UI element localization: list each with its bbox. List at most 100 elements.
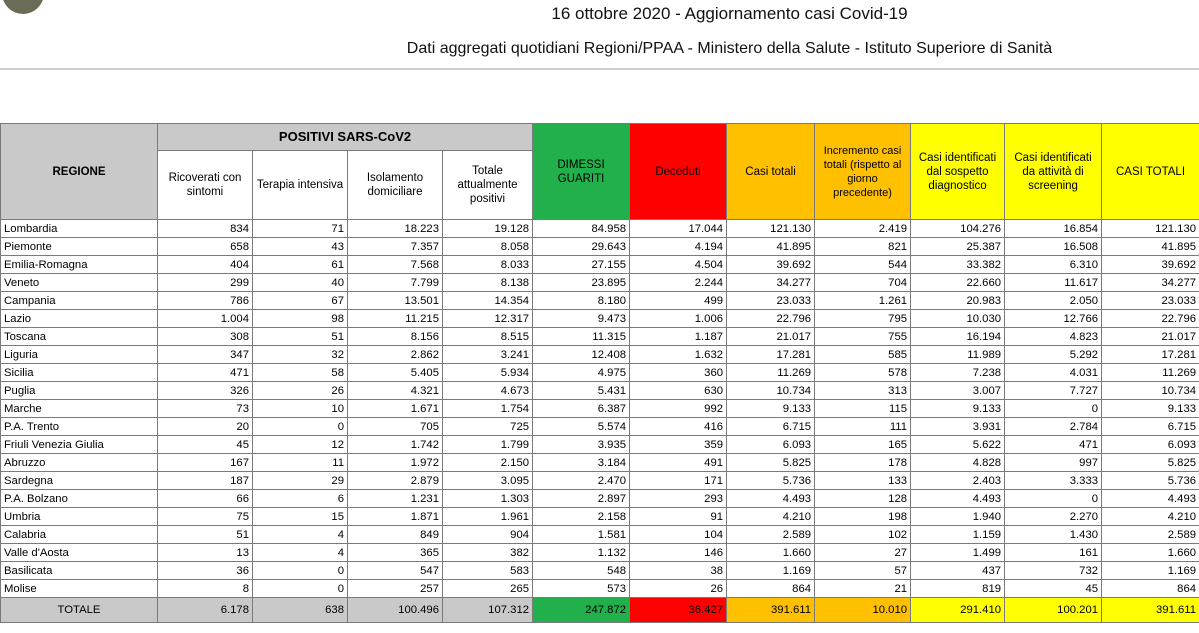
value-cell: 33.382 — [910, 255, 1006, 274]
value-cell: 15 — [252, 507, 348, 526]
table-row: Friuli Venezia Giulia 45 12 1.742 1.799 3.935… — [0, 435, 1199, 454]
value-cell: 1.754 — [441, 399, 534, 418]
value-cell: 3.095 — [441, 471, 534, 490]
value-cell: 583 — [441, 561, 534, 580]
value-cell: 293 — [629, 489, 728, 508]
value-cell: 3.935 — [532, 435, 631, 454]
region-name-cell: Sardegna — [0, 471, 158, 490]
value-cell: 1.742 — [347, 435, 443, 454]
value-cell: 0 — [252, 417, 348, 436]
value-cell: 437 — [910, 561, 1006, 580]
value-cell: 187 — [157, 471, 253, 490]
value-cell: 8.156 — [347, 327, 443, 346]
value-cell: 27 — [814, 543, 912, 562]
value-cell: 0 — [252, 579, 348, 598]
value-cell: 1.169 — [1101, 561, 1199, 580]
value-cell: 704 — [814, 273, 912, 292]
value-cell: 1.660 — [1101, 543, 1199, 562]
total-cell: 638 — [252, 597, 348, 623]
value-cell: 360 — [629, 363, 728, 382]
value-cell: 75 — [157, 507, 253, 526]
value-cell: 1.632 — [629, 345, 728, 364]
value-cell: 7.799 — [347, 273, 443, 292]
value-cell: 1.261 — [814, 291, 912, 310]
value-cell: 265 — [441, 579, 534, 598]
table-row: Piemonte 658 43 7.357 8.058 29.643 4.194 41.895… — [0, 237, 1199, 256]
total-row: TOTALE 6.178 638 100.496 107.312 247.872… — [0, 597, 1199, 623]
value-cell: 5.405 — [347, 363, 443, 382]
value-cell: 849 — [347, 525, 443, 544]
value-cell: 1.940 — [910, 507, 1006, 526]
value-cell: 6.387 — [532, 399, 631, 418]
value-cell: 121.130 — [1101, 219, 1199, 238]
value-cell: 45 — [1004, 579, 1103, 598]
divider — [0, 68, 1199, 70]
value-cell: 5.622 — [910, 435, 1006, 454]
value-cell: 21 — [814, 579, 912, 598]
value-cell: 491 — [629, 453, 728, 472]
table-row: Molise 8 0 257 265 573 26 864 21 819 45 864 — [0, 579, 1199, 598]
region-name-cell: Puglia — [0, 381, 158, 400]
value-cell: 573 — [532, 579, 631, 598]
avatar — [2, 0, 44, 14]
value-cell: 26 — [252, 381, 348, 400]
value-cell: 1.671 — [347, 399, 443, 418]
value-cell: 4.493 — [1101, 489, 1199, 508]
page-subtitle: Dati aggregati quotidiani Regioni/PPAA -… — [406, 40, 1053, 57]
table-row: Abruzzo 167 11 1.972 2.150 3.184 491 5.825 178 4.… — [0, 453, 1199, 472]
value-cell: 2.589 — [1101, 525, 1199, 544]
value-cell: 6.715 — [726, 417, 816, 436]
value-cell: 14.354 — [441, 291, 534, 310]
value-cell: 755 — [814, 327, 912, 346]
value-cell: 10 — [252, 399, 348, 418]
value-cell: 111 — [814, 417, 912, 436]
value-cell: 8.033 — [441, 255, 534, 274]
value-cell: 1.159 — [910, 525, 1006, 544]
value-cell: 864 — [726, 579, 816, 598]
value-cell: 725 — [441, 417, 534, 436]
table-row: Umbria 75 15 1.871 1.961 2.158 91 4.210 198 1.940… — [0, 507, 1199, 526]
value-cell: 4.504 — [629, 255, 728, 274]
value-cell: 73 — [157, 399, 253, 418]
value-cell: 8.138 — [441, 273, 534, 292]
value-cell: 2.050 — [1004, 291, 1103, 310]
value-cell: 548 — [532, 561, 631, 580]
value-cell: 1.660 — [726, 543, 816, 562]
value-cell: 8.515 — [441, 327, 534, 346]
value-cell: 5.292 — [1004, 345, 1103, 364]
value-cell: 821 — [814, 237, 912, 256]
value-cell: 0 — [252, 561, 348, 580]
value-cell: 1.004 — [157, 309, 253, 328]
value-cell: 6.093 — [1101, 435, 1199, 454]
value-cell: 4.194 — [629, 237, 728, 256]
value-cell: 20 — [157, 417, 253, 436]
value-cell: 5.431 — [532, 381, 631, 400]
value-cell: 17.281 — [1101, 345, 1199, 364]
total-cell: 100.201 — [1004, 597, 1103, 623]
col-header-dimessi-guariti: DIMESSI GUARITI — [532, 123, 631, 220]
value-cell: 5.825 — [726, 453, 816, 472]
col-header-totale-positivi: Totale attualmente positivi — [441, 150, 534, 220]
table-row: Lombardia 834 71 18.223 19.128 84.958 17.044 12… — [0, 219, 1199, 238]
value-cell: 4.673 — [441, 381, 534, 400]
value-cell: 834 — [157, 219, 253, 238]
value-cell: 133 — [814, 471, 912, 490]
region-name-cell: Molise — [0, 579, 158, 598]
value-cell: 471 — [1004, 435, 1103, 454]
region-name-cell: Marche — [0, 399, 158, 418]
value-cell: 115 — [814, 399, 912, 418]
value-cell: 3.007 — [910, 381, 1006, 400]
value-cell: 9.473 — [532, 309, 631, 328]
value-cell: 9.133 — [1101, 399, 1199, 418]
col-header-casi-totali-final: CASI TOTALI — [1101, 123, 1199, 220]
value-cell: 16.854 — [1004, 219, 1103, 238]
value-cell: 359 — [629, 435, 728, 454]
value-cell: 4.828 — [910, 453, 1006, 472]
value-cell: 1.132 — [532, 543, 631, 562]
value-cell: 22.796 — [1101, 309, 1199, 328]
table-row: Liguria 347 32 2.862 3.241 12.408 1.632 17.281 5… — [0, 345, 1199, 364]
value-cell: 5.574 — [532, 417, 631, 436]
value-cell: 4.210 — [726, 507, 816, 526]
value-cell: 864 — [1101, 579, 1199, 598]
value-cell: 16.508 — [1004, 237, 1103, 256]
